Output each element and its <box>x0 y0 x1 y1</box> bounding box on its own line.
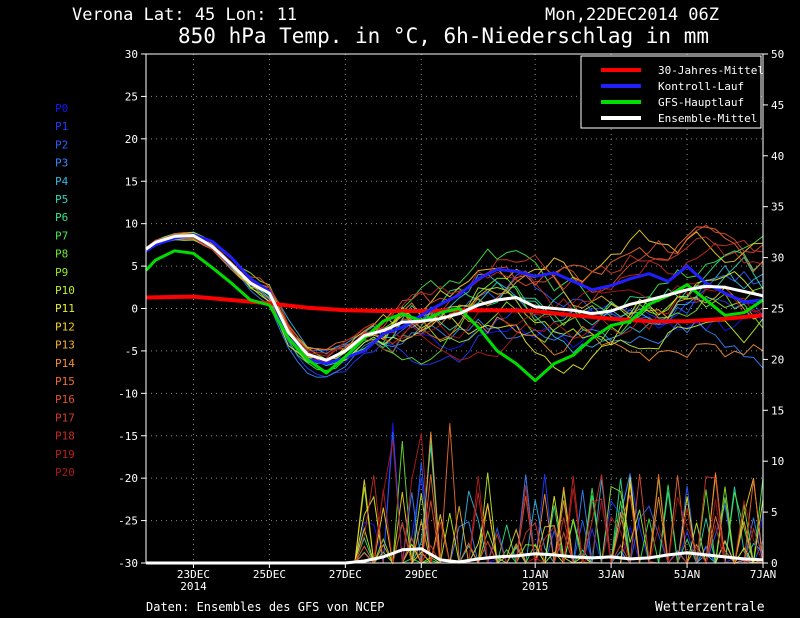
y-left-tick-label: -20 <box>118 472 138 485</box>
y-left-tick-label: -25 <box>118 515 138 528</box>
member-label: P17 <box>55 411 75 424</box>
x-tick-year: 2015 <box>522 580 549 593</box>
chart-title: 850 hPa Temp. in °C, 6h-Niederschlag in … <box>178 24 709 48</box>
series-line <box>145 233 764 366</box>
member-label: P7 <box>55 229 68 242</box>
datetime-label: Mon,22DEC2014 06Z <box>545 5 719 25</box>
y-left-tick-label: -10 <box>118 387 138 400</box>
x-tick-label: 27DEC <box>329 568 362 581</box>
member-temp-line <box>145 233 764 374</box>
member-label: P18 <box>55 430 75 443</box>
y-right-tick-label: 35 <box>771 201 784 214</box>
y-left-tick-label: 10 <box>125 218 138 231</box>
member-label: P20 <box>55 466 75 479</box>
member-label: P8 <box>55 248 68 261</box>
y-right-tick-label: 45 <box>771 99 784 112</box>
y-right-tick-label: 10 <box>771 455 784 468</box>
y-left-tick-label: -30 <box>118 557 138 570</box>
member-label: P11 <box>55 302 75 315</box>
legend-label: Ensemble-Mittel <box>658 112 757 125</box>
legend-label: Kontroll-Lauf <box>658 80 744 93</box>
y-right-tick-label: 20 <box>771 353 784 366</box>
member-label: P6 <box>55 211 68 224</box>
y-left-tick-label: 20 <box>125 133 138 146</box>
x-tick-label: 7JAN <box>750 568 777 581</box>
y-right-tick-label: 25 <box>771 303 784 316</box>
series-line <box>145 234 764 362</box>
member-labels: P0 P1 P2 P3 P4 P5 P6 P7 P8 P9 P10 P11 P12 P13 P14 P15 P1… <box>55 102 75 479</box>
x-tick-year: 2014 <box>180 580 207 593</box>
member-temp-line <box>145 235 764 372</box>
y-left-tick-label: -5 <box>125 345 138 358</box>
legend-label: 30-Jahres-Mittel <box>658 64 764 77</box>
member-label: P14 <box>55 357 75 370</box>
y-right-tick-label: 30 <box>771 252 784 265</box>
member-label: P3 <box>55 157 68 170</box>
y-right-tick-label: 50 <box>771 48 784 61</box>
member-label: P5 <box>55 193 68 206</box>
member-label: P19 <box>55 448 75 461</box>
legend-label: GFS-Hauptlauf <box>658 96 744 109</box>
member-label: P9 <box>55 266 68 279</box>
y-left-tick-label: 25 <box>125 90 138 103</box>
main-series-lines <box>144 233 764 565</box>
location-label: Verona Lat: 45 Lon: 11 <box>72 5 297 25</box>
member-precip-lines <box>146 422 764 565</box>
member-label: P2 <box>55 138 68 151</box>
member-label: P10 <box>55 284 75 297</box>
data-source: Daten: Ensembles des GFS von NCEP <box>146 600 384 614</box>
member-temp-line <box>145 238 764 378</box>
x-tick-label: 3JAN <box>598 568 625 581</box>
x-tick-label: 5JAN <box>674 568 701 581</box>
member-label: P4 <box>55 175 69 188</box>
y-right-tick-label: 15 <box>771 404 784 417</box>
x-tick-label: 23DEC <box>177 568 210 581</box>
y-left-tick-label: -15 <box>118 430 138 443</box>
x-tick-label: 25DEC <box>253 568 286 581</box>
y-right-tick-label: 5 <box>771 506 778 519</box>
series-line <box>144 249 764 383</box>
member-label: P0 <box>55 102 68 115</box>
member-label: P16 <box>55 393 75 406</box>
y-right-tick-label: 0 <box>771 557 778 570</box>
member-label: P13 <box>55 339 75 352</box>
y-left-axis: 30 25 20 15 10 5 0 -5 -10 -15 -20 -25 -30 <box>118 48 146 570</box>
member-precip-line <box>146 423 764 565</box>
member-label: P1 <box>55 120 68 133</box>
y-left-tick-label: 30 <box>125 48 138 61</box>
y-left-tick-label: 5 <box>131 260 138 273</box>
y-left-tick-label: 0 <box>131 303 138 316</box>
brand-label: Wetterzentrale <box>655 600 765 615</box>
member-label: P15 <box>55 375 75 388</box>
y-right-tick-label: 40 <box>771 150 784 163</box>
member-label: P12 <box>55 320 75 333</box>
y-left-tick-label: 15 <box>125 175 138 188</box>
legend: 30-Jahres-Mittel Kontroll-Lauf GFS-Hauptla… <box>580 55 764 129</box>
x-tick-label: 1JAN <box>522 568 549 581</box>
x-tick-label: 29DEC <box>405 568 438 581</box>
